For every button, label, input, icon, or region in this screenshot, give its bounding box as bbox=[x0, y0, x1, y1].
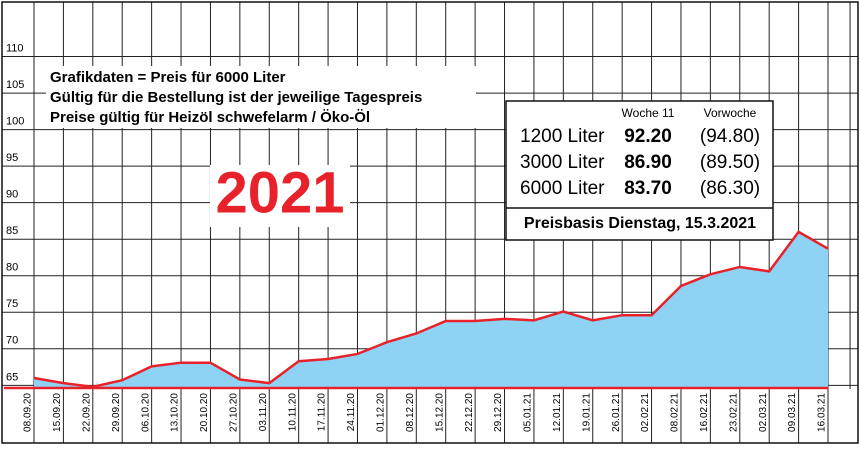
note: Grafikdaten = Preis für 6000 Liter bbox=[50, 69, 286, 86]
x-tick-label: 22.12.20 bbox=[464, 393, 475, 432]
y-tick-label: 70 bbox=[6, 335, 18, 347]
line bbox=[33, 230, 829, 389]
y-tick-label: 95 bbox=[6, 152, 18, 164]
x-tick-label: 16.03.21 bbox=[817, 393, 828, 432]
area bbox=[34, 231, 828, 389]
x-tick-label: 08.09.20 bbox=[23, 393, 34, 432]
x-tick-label: 01.12.20 bbox=[376, 393, 387, 432]
x-tick-label: 22.09.20 bbox=[81, 393, 92, 432]
y-tick-label: 90 bbox=[6, 189, 18, 201]
x-tick-label: 29.12.20 bbox=[493, 393, 504, 432]
x-tick-label: 09.03.21 bbox=[787, 393, 798, 432]
price-rows: 1200 Liter 92.20 (94.80) 3000 Liter 86.90 (89… bbox=[520, 126, 760, 199]
row-previous: (86.30) bbox=[700, 178, 760, 199]
y-tick-label: 85 bbox=[6, 225, 18, 237]
row-previous: (94.80) bbox=[700, 126, 760, 147]
note: Gültig für die Bestellung ist der jeweil… bbox=[50, 89, 422, 106]
x-tick-label: 06.10.20 bbox=[140, 393, 151, 432]
x-tick-label: 24.11.20 bbox=[346, 393, 357, 432]
note: Preise gültig für Heizöl schwefelarm / Ö… bbox=[50, 109, 370, 126]
y-tick-label: 110 bbox=[6, 42, 24, 54]
x-tick-label: 03.11.20 bbox=[258, 393, 269, 432]
x-tick-label: 02.03.21 bbox=[758, 393, 769, 432]
row-label: 6000 Liter bbox=[520, 178, 605, 199]
x-tick-label: 10.11.20 bbox=[287, 393, 298, 432]
x-tick-label: 19.01.21 bbox=[581, 393, 592, 432]
year-label: 2021 bbox=[215, 160, 344, 225]
y-tick-label: 100 bbox=[6, 116, 24, 128]
x-tick-label: 13.10.20 bbox=[170, 393, 181, 432]
notes-bg bbox=[46, 66, 476, 128]
row-current: 83.70 bbox=[624, 178, 672, 199]
x-tick-label: 17.11.20 bbox=[317, 393, 328, 432]
row-label: 1200 Liter bbox=[520, 126, 605, 147]
x-tick-label: 29.09.20 bbox=[111, 393, 122, 432]
x-tick-label: 12.01.21 bbox=[552, 393, 563, 432]
x-tick-label: 27.10.20 bbox=[228, 393, 239, 432]
row-current: 86.90 bbox=[624, 152, 672, 173]
y-tick-label: 75 bbox=[6, 298, 18, 310]
row-current: 92.20 bbox=[624, 126, 672, 147]
x-tick-label: 15.12.20 bbox=[434, 393, 445, 432]
row-label: 3000 Liter bbox=[520, 152, 605, 173]
plot: 08.09.20 15.09.20 22.09.20 29.09.20 06.10.20… bbox=[4, 230, 829, 443]
col-header: Vorwoche bbox=[704, 106, 757, 120]
price-box bbox=[505, 100, 774, 241]
x-tick-label: 02.02.21 bbox=[640, 393, 651, 432]
y-tick-label: 105 bbox=[6, 79, 24, 91]
price-footer: Preisbasis Dienstag, 15.3.2021 bbox=[524, 215, 756, 232]
x-tick-label: 15.09.20 bbox=[52, 393, 63, 432]
x-tick-label: 26.01.21 bbox=[611, 393, 622, 432]
x-tick-label: 23.02.21 bbox=[728, 393, 739, 432]
y-tick-label: 65 bbox=[6, 371, 18, 383]
row-previous: (89.50) bbox=[700, 152, 760, 173]
col-header: Woche 11 bbox=[622, 106, 675, 120]
y-tick-label: 80 bbox=[6, 262, 18, 274]
x-tick-label: 20.10.20 bbox=[199, 393, 210, 432]
x-tick-label: 16.02.21 bbox=[699, 393, 710, 432]
x-tick-label: 05.01.21 bbox=[523, 393, 534, 432]
x-tick-label: 08.12.20 bbox=[405, 393, 416, 432]
year-bg bbox=[210, 165, 350, 227]
x-tick-label: 08.02.21 bbox=[670, 393, 681, 432]
annotations: Grafikdaten = Preis für 6000 Liter Gülti… bbox=[46, 66, 774, 241]
